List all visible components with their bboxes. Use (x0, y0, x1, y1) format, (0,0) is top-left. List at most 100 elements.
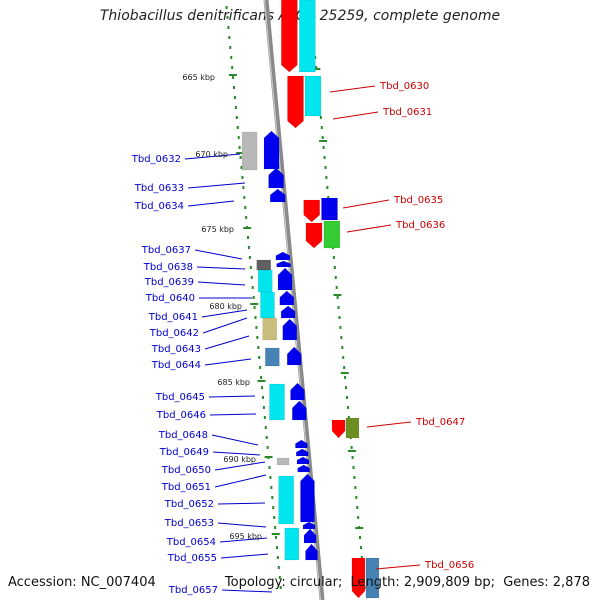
tick-dot (335, 286, 338, 289)
tick-dot (226, 16, 229, 19)
gene-label-forward: Tbd_0653 (164, 518, 214, 529)
gene-label-forward: Tbd_0633 (134, 183, 184, 194)
tick-dot (233, 86, 236, 89)
gene-label-forward: Tbd_0639 (144, 277, 194, 288)
tick-dot (275, 546, 278, 549)
label-leader-line (187, 182, 246, 189)
scale-label: 680 kbp (209, 302, 242, 311)
gene-forward-blue (297, 464, 310, 473)
tick-dot (242, 186, 245, 189)
tick-dot (230, 56, 233, 59)
tick-dot (250, 276, 253, 279)
tick-dot (263, 416, 266, 419)
gene-label-forward: Tbd_0654 (166, 537, 216, 548)
label-leader-line (217, 522, 267, 528)
gene-reverse-green (323, 220, 341, 249)
label-leader-line (217, 502, 266, 505)
gene-reverse-steel (365, 557, 380, 599)
tick-dot (333, 266, 336, 269)
gene-forward-blue (275, 251, 291, 261)
tick-dot (341, 346, 344, 349)
tick-mark (264, 456, 273, 458)
tick-dot (269, 476, 272, 479)
tick-dot (315, 66, 318, 69)
gene-reverse-olive (345, 417, 360, 439)
tick-dot (247, 246, 250, 249)
gene-reverse-red (303, 199, 320, 223)
label-leader-line (184, 153, 241, 160)
tick-dot (264, 426, 267, 429)
tick-dot (254, 316, 257, 319)
label-leaders (184, 85, 421, 593)
tick-dot (261, 386, 264, 389)
gene-forward-gray (276, 457, 290, 466)
label-leader-line (346, 224, 392, 233)
scale-label: 685 kbp (217, 378, 250, 387)
scale-label: 675 kbp (201, 225, 234, 234)
gene-forward-gray (241, 131, 258, 171)
gene-label-forward: Tbd_0646 (156, 410, 206, 421)
scale-label: 695 kbp (229, 532, 262, 541)
tick-dot (258, 356, 261, 359)
gene-forward-blue (269, 188, 286, 203)
gene-forward-blue (286, 346, 302, 366)
tick-dot (240, 166, 243, 169)
gene-label-forward: Tbd_0657 (168, 585, 218, 596)
tick-dot (248, 256, 251, 259)
gene-forward-blue (279, 290, 295, 306)
tick-dot (252, 296, 255, 299)
tick-dot (346, 406, 349, 409)
tick-dot (259, 366, 262, 369)
tick-dot (359, 546, 362, 549)
gene-reverse-blue (321, 197, 338, 221)
gene-forward-blue (295, 448, 309, 457)
gene-forward-tan (262, 317, 277, 341)
gene-forward-steel (265, 347, 280, 367)
label-leader-line (197, 281, 246, 286)
label-leader-line (220, 553, 269, 559)
gene-forward-blue (277, 267, 293, 291)
label-leader-line (187, 200, 235, 207)
tick-dot (235, 116, 238, 119)
tick-mark (257, 380, 266, 382)
tick-dot (257, 346, 260, 349)
genes (241, 0, 380, 599)
tick-dot (357, 516, 360, 519)
tick-dot (320, 126, 323, 129)
tick-dot (345, 386, 348, 389)
tick-mark (271, 533, 280, 535)
tick-mark (228, 74, 237, 76)
gene-forward-cyan (284, 527, 300, 561)
tick-dot (354, 486, 357, 489)
tick-dot (343, 366, 346, 369)
label-leader-line (211, 434, 259, 446)
gene-forward-blue (302, 521, 316, 530)
tick-dot (351, 456, 354, 459)
gene-label-forward: Tbd_0650 (161, 465, 211, 476)
tick-dot (339, 326, 342, 329)
gene-label-reverse: Tbd_0656 (424, 560, 474, 571)
tick-dot (342, 356, 345, 359)
tick-dot (327, 196, 330, 199)
tick-dot (272, 506, 275, 509)
tick-mark (236, 152, 245, 154)
gene-forward-blue (263, 130, 280, 170)
length-text: Length: 2,909,809 bp; (350, 575, 496, 590)
label-leader-line (204, 358, 252, 366)
tick-dot (229, 46, 232, 49)
tick-dot (325, 176, 328, 179)
label-leader-line (196, 266, 246, 270)
tick-dot (244, 206, 247, 209)
tick-dot (324, 166, 327, 169)
gene-label-forward: Tbd_0638 (143, 262, 193, 273)
tick-dot (266, 446, 269, 449)
gene-label-reverse: Tbd_0630 (379, 81, 429, 92)
gene-reverse-red (351, 557, 366, 599)
tick-dot (233, 96, 236, 99)
label-leader-line (209, 413, 257, 416)
gene-forward-cyan (260, 291, 275, 319)
tick-dot (355, 496, 358, 499)
tick-dot (319, 116, 322, 119)
gene-label-forward: Tbd_0648 (158, 430, 208, 441)
